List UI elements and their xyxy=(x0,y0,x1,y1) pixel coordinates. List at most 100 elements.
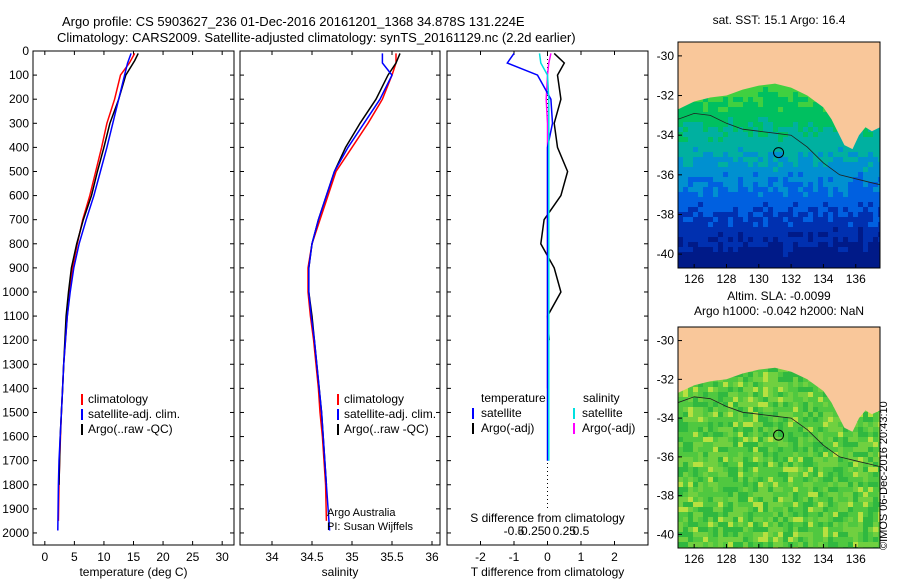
map-cell xyxy=(748,377,753,382)
map-cell xyxy=(713,212,718,217)
map-cell xyxy=(688,152,693,157)
map-cell xyxy=(738,207,743,212)
map-cell xyxy=(743,437,748,442)
map-cell xyxy=(873,142,878,147)
map-cell xyxy=(813,467,818,472)
map-cell xyxy=(788,222,793,227)
map-cell xyxy=(793,482,798,487)
map-cell xyxy=(688,457,693,462)
map-cell xyxy=(863,207,868,212)
map-cell xyxy=(793,202,798,207)
map-cell xyxy=(803,462,808,467)
map-cell xyxy=(753,392,758,397)
map-cell xyxy=(828,227,833,232)
map-cell xyxy=(803,437,808,442)
map-cell xyxy=(793,187,798,192)
map-cell xyxy=(788,472,793,477)
map-cell xyxy=(743,97,748,102)
map-cell xyxy=(783,127,788,132)
map-cell xyxy=(718,487,723,492)
map-cell xyxy=(728,502,733,507)
map-cell xyxy=(678,227,683,232)
map-cell xyxy=(708,167,713,172)
map-cell xyxy=(713,102,718,107)
map-cell xyxy=(788,467,793,472)
argo-float-marker xyxy=(773,429,785,441)
map-cell xyxy=(778,102,783,107)
map-cell xyxy=(858,537,863,542)
map-cell xyxy=(728,212,733,217)
map-cell xyxy=(748,402,753,407)
map-cell xyxy=(788,382,793,387)
map-cell xyxy=(683,422,688,427)
map-cell xyxy=(793,252,798,257)
map-cell xyxy=(708,472,713,477)
map-cell xyxy=(683,152,688,157)
map-cell xyxy=(718,417,723,422)
map-cell xyxy=(718,507,723,512)
map-cell xyxy=(773,222,778,227)
map-cell xyxy=(858,427,863,432)
map-cell xyxy=(793,107,798,112)
map-cell xyxy=(868,467,873,472)
map-cell xyxy=(768,512,773,517)
map-cell xyxy=(763,512,768,517)
map-cell xyxy=(873,187,878,192)
map-cell xyxy=(738,502,743,507)
map-cell xyxy=(863,507,868,512)
map-cell xyxy=(823,227,828,232)
map-cell xyxy=(728,382,733,387)
map-cell xyxy=(703,122,708,127)
map-cell xyxy=(853,487,858,492)
map-cell xyxy=(783,492,788,497)
map-cell xyxy=(833,232,838,237)
map-cell xyxy=(748,397,753,402)
map-cell xyxy=(858,222,863,227)
map-cell xyxy=(818,242,823,247)
map-cell xyxy=(813,112,818,117)
map-cell xyxy=(763,167,768,172)
map-cell xyxy=(828,512,833,517)
map-cell xyxy=(708,222,713,227)
map-cell xyxy=(813,132,818,137)
map-cell xyxy=(763,387,768,392)
map-cell xyxy=(718,232,723,237)
map-cell xyxy=(808,467,813,472)
map-cell xyxy=(703,467,708,472)
map-cell xyxy=(818,497,823,502)
map-cell xyxy=(843,527,848,532)
map-cell xyxy=(688,197,693,202)
map-cell xyxy=(758,192,763,197)
map-cell xyxy=(858,517,863,522)
map-cell xyxy=(698,397,703,402)
map-cell xyxy=(698,127,703,132)
map-cell xyxy=(683,507,688,512)
map-cell xyxy=(838,202,843,207)
map-cell xyxy=(808,437,813,442)
map-cell xyxy=(703,97,708,102)
map-cell xyxy=(693,427,698,432)
map-cell xyxy=(793,442,798,447)
map-cell xyxy=(703,117,708,122)
map-cell xyxy=(728,542,733,547)
map-cell xyxy=(698,492,703,497)
map-cell xyxy=(873,457,878,462)
map-cell xyxy=(693,397,698,402)
map-cell xyxy=(868,477,873,482)
map-cell xyxy=(808,232,813,237)
map-lat-label: -38 xyxy=(657,489,675,503)
map-cell xyxy=(708,387,713,392)
map-cell xyxy=(818,502,823,507)
map-cell xyxy=(878,517,880,522)
map-cell xyxy=(878,497,880,502)
map-cell xyxy=(818,532,823,537)
map-cell xyxy=(728,172,733,177)
map-cell xyxy=(863,467,868,472)
map-cell xyxy=(713,122,718,127)
map-cell xyxy=(828,492,833,497)
map-cell xyxy=(823,192,828,197)
map-cell xyxy=(703,157,708,162)
map-cell xyxy=(793,177,798,182)
map-cell xyxy=(803,217,808,222)
map-cell xyxy=(748,482,753,487)
